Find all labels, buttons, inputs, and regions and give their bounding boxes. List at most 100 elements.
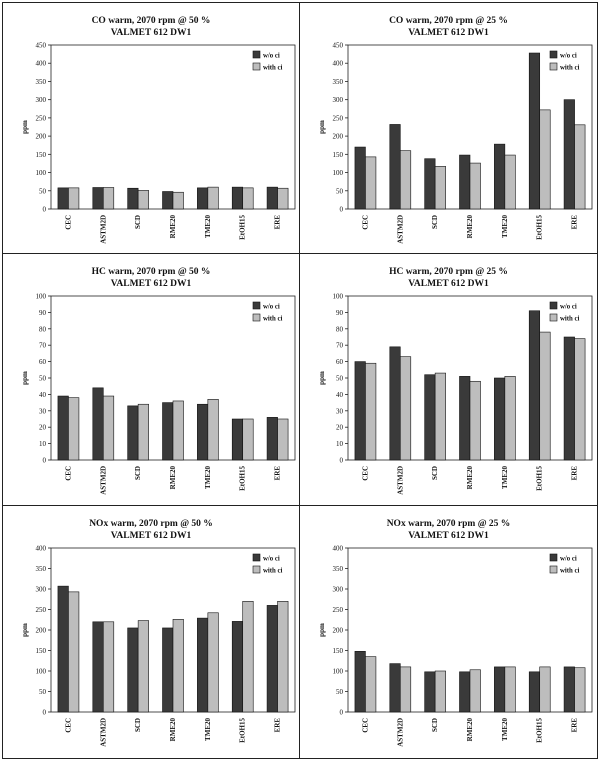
legend: w/o ci with ci	[546, 49, 590, 75]
category-label: CEC	[361, 215, 369, 230]
y-tick-label: 40	[39, 391, 47, 399]
bar-wo-ci	[231, 621, 244, 713]
legend-swatch	[549, 62, 558, 71]
y-tick-label: 10	[39, 440, 47, 448]
y-tick-label: 0	[340, 709, 344, 717]
y-tick-label: 450	[36, 42, 47, 50]
legend-swatch	[252, 565, 261, 574]
bar-with-ci	[504, 666, 516, 713]
category-label: ERE	[571, 466, 579, 481]
category-label: SCD	[431, 215, 439, 229]
bar-wo-ci	[197, 187, 209, 210]
bar-wo-ci	[266, 417, 278, 461]
bar-with-ci	[68, 591, 80, 713]
legend-swatch	[549, 50, 558, 59]
legend-label: with ci	[263, 568, 283, 575]
y-axis-label: ppm	[318, 623, 326, 637]
bar-wo-ci	[389, 346, 401, 461]
legend-label: with ci	[560, 316, 580, 323]
y-tick-label: 50	[39, 375, 47, 383]
y-tick-label: 250	[36, 114, 47, 122]
legend: w/o ci with ci	[546, 552, 590, 578]
bar-wo-ci	[354, 146, 366, 210]
bar-wo-ci	[424, 671, 436, 713]
y-tick-label: 90	[336, 309, 344, 317]
y-tick-label: 0	[340, 457, 344, 465]
bar-with-ci	[434, 372, 446, 461]
category-label: CEC	[64, 466, 72, 481]
category-label: EtOH15	[536, 215, 544, 240]
bar-with-ci	[102, 621, 115, 713]
legend: w/o ci with ci	[249, 552, 293, 578]
y-tick-label: 0	[340, 206, 344, 214]
y-tick-label: 0	[43, 709, 47, 717]
y-tick-label: 150	[36, 151, 47, 159]
hc-50-panel: HC warm, 2070 rpm @ 50 % VALMET 612 DW1 …	[2, 253, 300, 506]
category-label: EtOH15	[536, 718, 544, 743]
y-tick-label: 10	[336, 440, 344, 448]
y-axis-label: ppm	[21, 371, 29, 385]
legend-label: w/o ci	[560, 53, 577, 60]
bar-wo-ci	[528, 310, 541, 461]
bar-wo-ci	[354, 651, 366, 713]
bar-with-ci	[172, 191, 184, 210]
category-label: ERE	[274, 215, 282, 230]
bar-with-ci	[399, 150, 412, 210]
chart-subtitle: VALMET 612 DW1	[408, 531, 489, 541]
bar-with-ci	[207, 612, 219, 713]
bar-wo-ci	[424, 158, 436, 210]
category-label: RME20	[466, 215, 474, 239]
category-label: SCD	[431, 718, 439, 732]
bar-wo-ci	[92, 187, 104, 210]
legend-swatch	[252, 50, 261, 59]
bar-with-ci	[365, 656, 377, 713]
category-label: ASTM2D	[99, 466, 107, 495]
legend-swatch	[252, 62, 261, 71]
y-tick-label: 300	[36, 96, 47, 104]
bar-wo-ci	[494, 666, 506, 713]
legend-label: with ci	[263, 316, 283, 323]
co-50-panel: CO warm, 2070 rpm @ 50 % VALMET 612 DW1 …	[2, 2, 300, 254]
y-tick-label: 200	[36, 627, 47, 635]
bar-wo-ci	[127, 627, 139, 713]
bar-with-ci	[469, 380, 481, 461]
legend-label: with ci	[560, 568, 580, 575]
y-tick-label: 100	[36, 668, 47, 676]
bar-wo-ci	[231, 186, 244, 210]
bar-with-ci	[469, 669, 481, 713]
bar-with-ci	[504, 376, 516, 461]
bar-wo-ci	[563, 99, 575, 210]
bar-wo-ci	[266, 186, 278, 210]
bar-with-ci	[399, 666, 412, 713]
legend-swatch	[549, 565, 558, 574]
category-label: TME20	[204, 466, 212, 489]
category-label: SCD	[134, 718, 142, 732]
y-axis-label: ppm	[318, 120, 326, 134]
legend-swatch	[549, 301, 558, 310]
y-tick-label: 0	[43, 457, 47, 465]
y-axis-label: ppm	[21, 623, 29, 637]
y-tick-label: 20	[336, 424, 344, 432]
category-label: EtOH15	[239, 466, 247, 491]
category-label: ASTM2D	[99, 718, 107, 747]
y-tick-label: 350	[333, 565, 344, 573]
chart-subtitle: VALMET 612 DW1	[408, 28, 489, 38]
y-tick-label: 100	[36, 169, 47, 177]
y-tick-label: 40	[336, 391, 344, 399]
category-label: RME20	[169, 718, 177, 742]
bar-with-ci	[469, 162, 481, 210]
y-tick-label: 80	[39, 325, 47, 333]
bar-with-ci	[102, 187, 115, 210]
legend: w/o ci with ci	[249, 49, 293, 75]
bar-wo-ci	[389, 124, 401, 210]
y-tick-label: 30	[39, 407, 47, 415]
legend-label: with ci	[560, 65, 580, 72]
legend-swatch	[252, 313, 261, 322]
bar-with-ci	[399, 356, 412, 461]
y-tick-label: 150	[333, 151, 344, 159]
y-tick-label: 300	[36, 586, 47, 594]
legend-label: w/o ci	[263, 304, 280, 311]
hc-25-panel: HC warm, 2070 rpm @ 25 % VALMET 612 DW1 …	[299, 253, 598, 506]
chart-subtitle: VALMET 612 DW1	[110, 531, 192, 541]
y-tick-label: 400	[36, 60, 47, 68]
